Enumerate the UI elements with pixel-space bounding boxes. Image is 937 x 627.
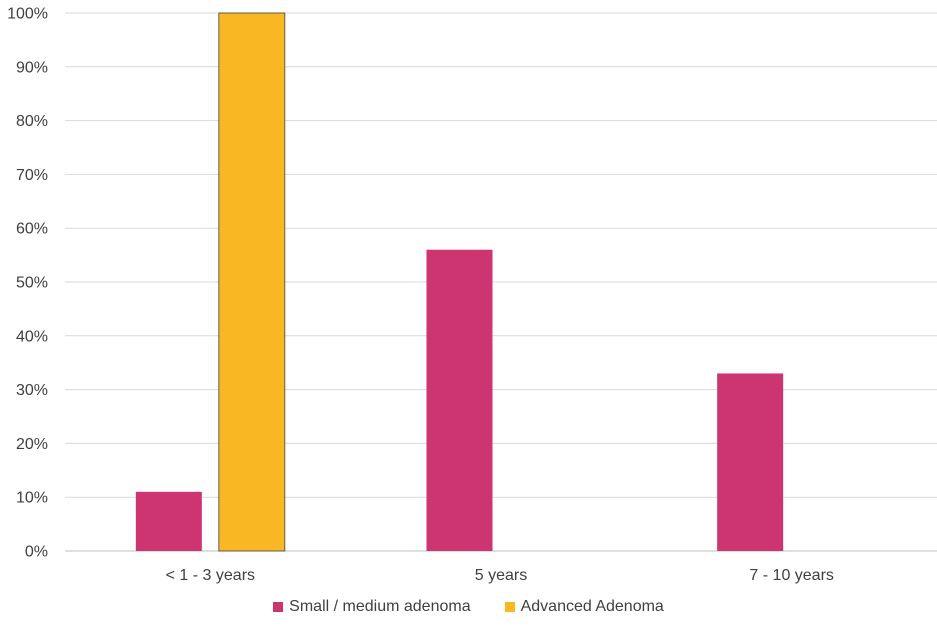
y-tick-label: 20% [16, 436, 48, 453]
bar-advanced-adenoma-0 [218, 12, 286, 552]
legend: Small / medium adenoma Advanced Adenoma [0, 598, 937, 616]
y-tick-label: 10% [16, 490, 48, 507]
x-tick-label: < 1 - 3 years [166, 567, 255, 584]
y-tick-label: 30% [16, 382, 48, 399]
legend-label-advanced-adenoma: Advanced Adenoma [520, 598, 664, 615]
y-tick-label: 100% [7, 6, 48, 23]
x-tick-label: 7 - 10 years [749, 567, 833, 584]
legend-item-small-medium-adenoma: Small / medium adenoma [273, 598, 471, 616]
legend-swatch-advanced-adenoma [504, 602, 515, 612]
bar-small-medium-adenoma-2 [717, 373, 784, 551]
bar-small-medium-adenoma-0 [135, 491, 202, 551]
y-tick-label: 0% [25, 544, 48, 561]
y-tick-label: 80% [16, 113, 48, 130]
legend-item-advanced-adenoma: Advanced Adenoma [504, 598, 664, 616]
y-tick-label: 70% [16, 167, 48, 184]
y-tick-label: 50% [16, 275, 48, 292]
legend-swatch-small-medium-adenoma [273, 602, 284, 612]
x-tick-label: 5 years [475, 567, 527, 584]
bar-small-medium-adenoma-1 [426, 249, 493, 551]
y-tick-label: 40% [16, 328, 48, 345]
y-tick-label: 90% [16, 59, 48, 76]
y-tick-label: 60% [16, 221, 48, 238]
legend-label-small-medium-adenoma: Small / medium adenoma [289, 598, 471, 615]
